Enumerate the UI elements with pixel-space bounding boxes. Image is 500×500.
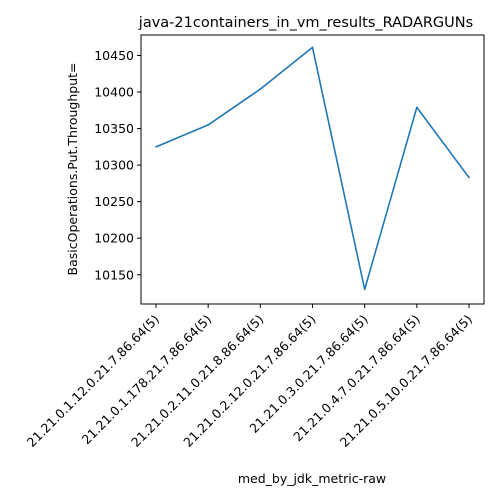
x-axis-label: med_by_jdk_metric-raw [238,471,386,486]
y-tick-label: 10450 [94,48,134,63]
y-tick-label: 10200 [94,231,134,246]
data-point [468,176,470,179]
data-point [207,124,209,126]
data-point [363,288,366,291]
y-tick-label: 10400 [94,85,134,100]
data-point [259,88,262,90]
data-point [416,106,418,109]
chart-title: java-21containers_in_vm_results_RADARGUN… [138,15,473,31]
y-tick-label: 10250 [94,194,134,209]
y-axis-label: BasicOperations.Put.Throughput= [65,63,80,276]
plot-area [140,34,485,305]
x-axis: 21.21.0.1.12.0.21.7.86.64(5)21.21.0.1.17… [24,304,475,450]
y-tick-label: 10300 [94,158,134,173]
y-tick-label: 10150 [94,267,134,282]
series-line [155,46,470,291]
data-point [311,46,314,49]
data-point [155,146,157,148]
y-axis: 10150 10200 10250 10300 10350 10400 10450 [94,48,141,282]
series-layer [155,46,470,291]
y-tick-label: 10350 [94,121,134,136]
